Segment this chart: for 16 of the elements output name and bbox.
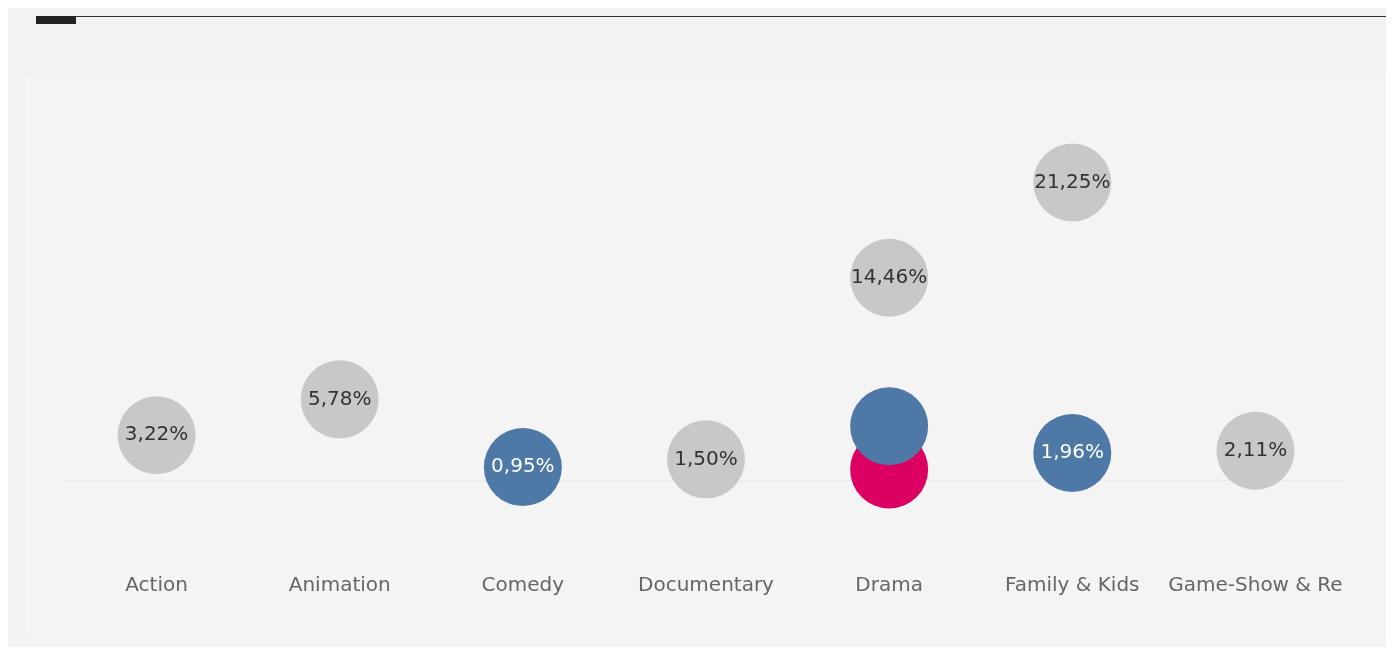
x-tick-label: Animation (288, 572, 391, 597)
x-tick-label: Comedy (481, 572, 565, 597)
data-label: 1,50% (674, 445, 738, 470)
x-tick-label: Game-Show & Re (1168, 572, 1343, 597)
data-label: 1,96% (1040, 439, 1105, 464)
x-tick-label: Drama (855, 572, 923, 597)
x-tick-label: Family & Kids (1005, 572, 1140, 597)
data-label: 21,25% (1034, 168, 1111, 193)
data-label: 5,78% (307, 385, 372, 410)
x-tick-label: Action (125, 572, 188, 597)
data-label: 14,46% (851, 263, 928, 288)
point (850, 387, 929, 466)
x-tick-label: Documentary (638, 572, 775, 597)
data-label: 2,11% (1223, 437, 1288, 462)
data-label: 3,22% (124, 421, 189, 446)
data-label: 0,95% (491, 453, 555, 478)
